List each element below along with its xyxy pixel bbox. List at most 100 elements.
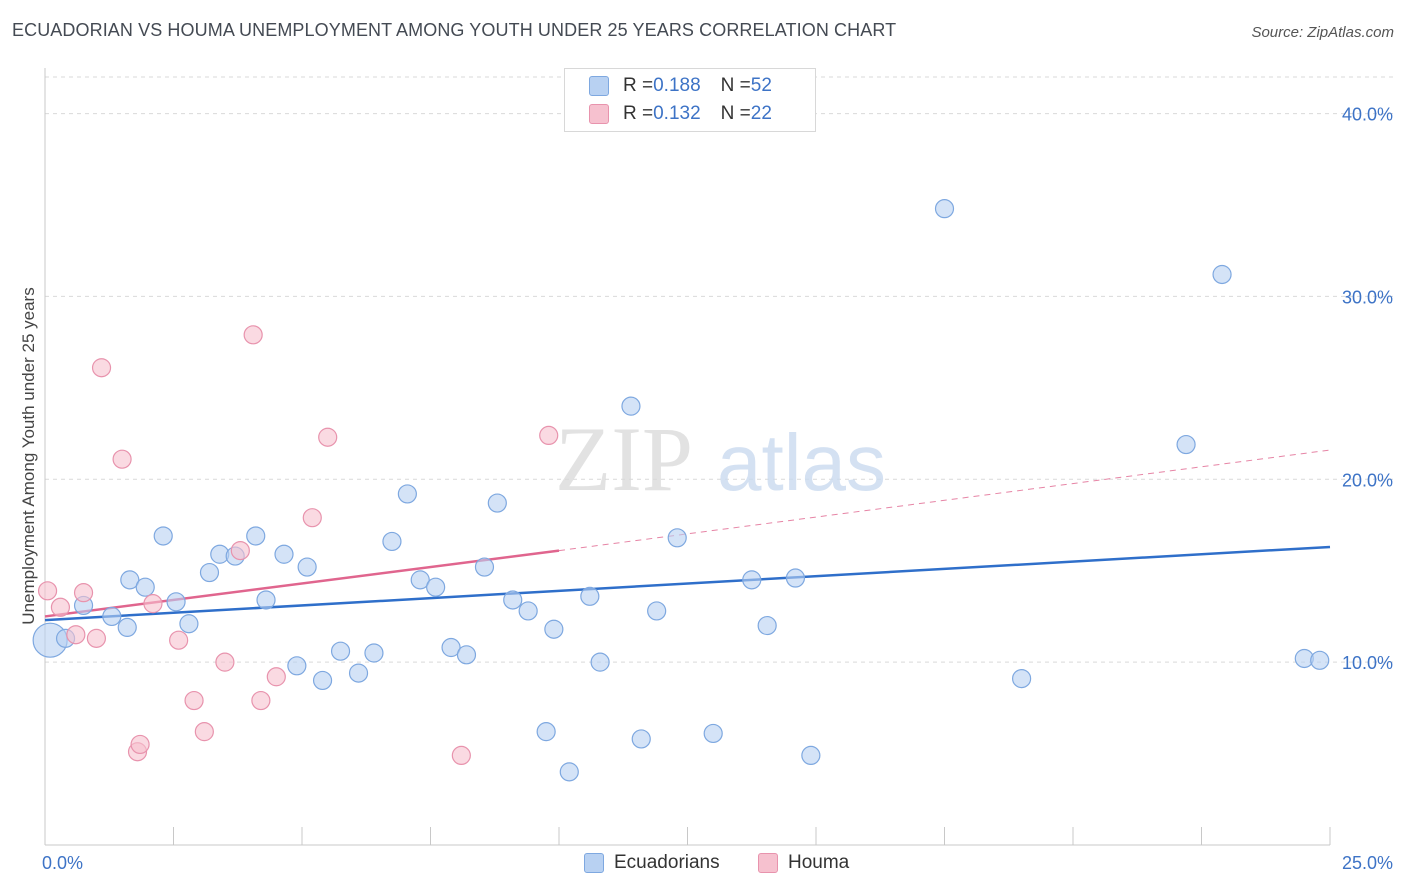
ecuadorian-point bbox=[1011, 668, 1032, 689]
houma-point bbox=[184, 690, 204, 711]
ecuadorian-point bbox=[330, 641, 351, 661]
axes bbox=[44, 68, 1331, 846]
ecuadorian-trend-line bbox=[44, 545, 1331, 622]
houma-point bbox=[539, 425, 559, 445]
houma-point bbox=[86, 628, 107, 648]
ecuadorian-point bbox=[199, 562, 220, 583]
houma-point bbox=[91, 358, 112, 378]
legend-n-value: 52 bbox=[750, 75, 772, 96]
gridlines bbox=[45, 76, 1393, 663]
watermark: ZIP atlas bbox=[555, 408, 886, 510]
houma-point bbox=[215, 652, 235, 672]
ecuadorian-point bbox=[518, 601, 538, 621]
legend-label-houma: Houma bbox=[788, 852, 850, 873]
y-tick-label: 40.0% bbox=[1342, 105, 1393, 125]
watermark-atlas: atlas bbox=[717, 418, 886, 507]
tick-labels: 10.0% 20.0% 30.0% 40.0% 0.0% 25.0% bbox=[42, 105, 1393, 873]
trendlines bbox=[44, 449, 1331, 622]
bottom-legend-ecuadorians: Ecuadorians bbox=[584, 852, 720, 874]
watermark-zip: ZIP bbox=[555, 408, 693, 510]
legend-r-label: R = bbox=[623, 103, 654, 124]
ecuadorian-point bbox=[536, 722, 556, 742]
legend-n-label: N = bbox=[720, 103, 751, 124]
legend-swatch-pink bbox=[758, 853, 778, 873]
ecuadorian-point bbox=[559, 762, 579, 782]
legend-swatch-blue bbox=[589, 76, 609, 96]
x-tick-label: 25.0% bbox=[1342, 853, 1393, 873]
y-tick-label: 10.0% bbox=[1342, 653, 1393, 673]
ecuadorian-point bbox=[1176, 434, 1196, 455]
ecuadorian-point bbox=[667, 528, 687, 548]
ecuadorian-point bbox=[503, 590, 523, 610]
ecuadorian-point bbox=[397, 484, 417, 504]
legend-n-label: N = bbox=[720, 75, 751, 96]
ecuadorian-point bbox=[382, 531, 402, 552]
ecuadorian-point bbox=[621, 396, 641, 416]
legend-row-ecuadorians: R = 0.188 N = 52 bbox=[589, 74, 772, 98]
ecuadorian-point bbox=[287, 656, 307, 676]
bottom-legend-houma: Houma bbox=[758, 852, 849, 874]
ecuadorian-point bbox=[120, 570, 140, 590]
ecuadorian-point bbox=[135, 577, 155, 597]
ecuadorian-point bbox=[801, 745, 821, 766]
ecuadorian-point bbox=[456, 645, 477, 665]
houma-point bbox=[169, 630, 189, 650]
legend-r-value: 0.132 bbox=[653, 103, 701, 124]
houma-point bbox=[318, 427, 338, 447]
legend-r-value: 0.188 bbox=[653, 75, 701, 96]
ecuadorian-point bbox=[934, 199, 955, 219]
houma-point bbox=[73, 583, 94, 603]
ecuadorian-point bbox=[703, 723, 723, 744]
ecuadorian-point bbox=[179, 614, 199, 634]
x-tick-label: 0.0% bbox=[42, 853, 83, 873]
legend-r-label: R = bbox=[623, 75, 654, 96]
houma-point bbox=[130, 734, 150, 755]
ecuadorian-point bbox=[544, 619, 564, 639]
ecuadorian-point bbox=[364, 643, 384, 663]
houma-point bbox=[50, 597, 71, 617]
ecuadorian-point bbox=[590, 652, 610, 672]
stats-legend: R = 0.188 N = 52 R = 0.132 N = 22 bbox=[564, 68, 816, 132]
y-tick-label: 30.0% bbox=[1342, 287, 1393, 307]
legend-row-houma: R = 0.132 N = 22 bbox=[589, 102, 772, 126]
ecuadorian-point bbox=[274, 544, 294, 564]
ecuadorian-point bbox=[426, 577, 446, 597]
legend-swatch-pink bbox=[589, 104, 609, 124]
houma-trend-line bbox=[44, 549, 560, 618]
y-tick-label: 20.0% bbox=[1342, 470, 1393, 490]
ecuadorian-point bbox=[474, 557, 495, 577]
houma-point bbox=[37, 581, 58, 601]
houma-point bbox=[194, 722, 214, 742]
houma-point bbox=[251, 690, 271, 711]
houma-trend-extension bbox=[558, 449, 1331, 552]
ecuadorian-point bbox=[312, 670, 333, 691]
houma-point bbox=[243, 325, 263, 345]
ecuadorian-point bbox=[487, 493, 507, 513]
points bbox=[32, 199, 1330, 782]
ecuadorian-point bbox=[256, 590, 276, 610]
chart-source: Source: ZipAtlas.com bbox=[1251, 24, 1394, 41]
houma-point bbox=[66, 625, 86, 645]
ecuadorian-point bbox=[117, 617, 137, 638]
legend-n-value: 22 bbox=[750, 103, 772, 124]
ecuadorian-point bbox=[631, 729, 651, 749]
ecuadorian-point bbox=[246, 526, 266, 546]
houma-point bbox=[230, 540, 250, 561]
ecuadorian-point bbox=[441, 637, 461, 658]
ecuadorian-point bbox=[166, 592, 186, 612]
houma-point bbox=[451, 745, 471, 766]
ecuadorian-point bbox=[647, 601, 667, 621]
y-axis-label: Unemployment Among Youth under 25 years bbox=[19, 287, 38, 624]
ecuadorian-point bbox=[785, 568, 806, 588]
ecuadorian-point bbox=[1212, 264, 1232, 285]
ecuadorian-point bbox=[1310, 650, 1330, 670]
ecuadorian-point bbox=[153, 526, 173, 546]
ecuadorian-point bbox=[297, 557, 317, 577]
ecuadorian-point bbox=[742, 570, 762, 590]
ecuadorian-point bbox=[757, 615, 777, 636]
legend-label-ecuadorians: Ecuadorians bbox=[614, 852, 720, 873]
legend-swatch-blue bbox=[584, 853, 604, 873]
houma-point bbox=[266, 667, 286, 687]
ecuadorian-point bbox=[580, 586, 600, 606]
